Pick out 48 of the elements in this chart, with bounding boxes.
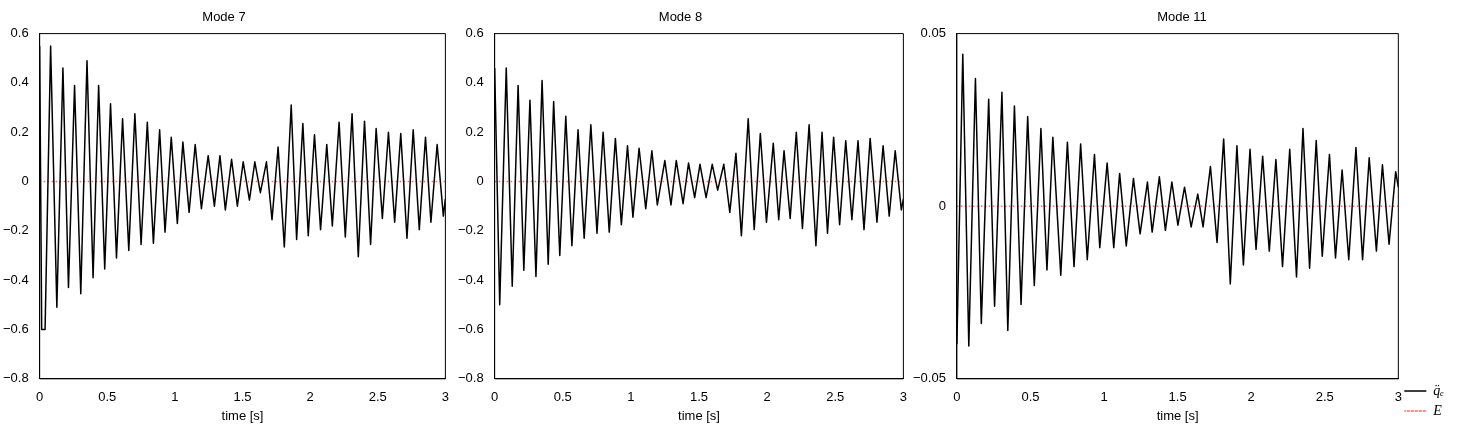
y-tick-label: 0.6	[465, 25, 484, 41]
legend-label: E	[1432, 402, 1443, 418]
x-tick-label: 2	[763, 389, 771, 405]
chart-title: Mode 11	[1157, 9, 1207, 25]
x-tick-label: 1	[1100, 389, 1108, 405]
x-tick-label: 2.5	[1315, 389, 1334, 405]
x-tick-label: 2.5	[368, 389, 387, 405]
y-tick-label: −0.2	[457, 222, 484, 238]
x-tick-label: 0.5	[1021, 389, 1040, 405]
x-axis-title: time [s]	[1156, 407, 1199, 423]
y-tick-label: 0	[21, 173, 29, 189]
x-tick-label: 1	[627, 389, 635, 405]
y-tick-label: −0.8	[457, 370, 484, 386]
x-tick-label: 2	[1247, 389, 1255, 405]
x-tick-label: 3	[441, 389, 449, 405]
chart-title: Mode 8	[658, 9, 703, 25]
x-tick-label: 1.5	[689, 389, 709, 405]
x-tick-label: 1.5	[1168, 389, 1187, 405]
y-tick-label: 0.4	[465, 74, 484, 90]
y-tick-label: −0.6	[457, 321, 484, 337]
x-tick-label: 1	[171, 389, 179, 405]
legend-label: q̈ₑ	[1433, 382, 1445, 398]
y-tick-label: −0.2	[2, 222, 29, 238]
x-tick-label: 2.5	[826, 389, 845, 405]
x-tick-label: 1.5	[233, 389, 252, 405]
x-axis-title: time [s]	[221, 407, 264, 423]
y-tick-label: 0.2	[465, 123, 484, 139]
x-tick-label: 0	[953, 389, 961, 405]
y-tick-label: 0	[476, 173, 484, 189]
x-axis-title: time [s]	[678, 407, 720, 423]
x-tick-label: 0.5	[553, 389, 572, 405]
y-tick-label: −0.6	[2, 321, 29, 337]
y-tick-label: 0.2	[10, 123, 29, 139]
x-tick-label: 0.5	[98, 389, 117, 405]
x-tick-label: 0	[491, 389, 499, 405]
chart-title: Mode 7	[202, 9, 246, 25]
y-tick-label: −0.4	[2, 271, 29, 287]
y-tick-label: −0.4	[457, 271, 484, 287]
x-tick-label: 2	[306, 389, 314, 405]
y-tick-label: 0.6	[10, 25, 29, 41]
x-tick-label: 3	[1394, 389, 1402, 405]
y-tick-label: −0.05	[912, 370, 946, 386]
y-tick-label: 0.4	[10, 74, 29, 90]
x-tick-label: 3	[899, 389, 907, 405]
y-tick-label: 0.05	[920, 25, 946, 41]
x-tick-label: 0	[36, 389, 44, 405]
y-tick-label: 0	[938, 197, 946, 213]
y-tick-label: −0.8	[2, 370, 29, 386]
